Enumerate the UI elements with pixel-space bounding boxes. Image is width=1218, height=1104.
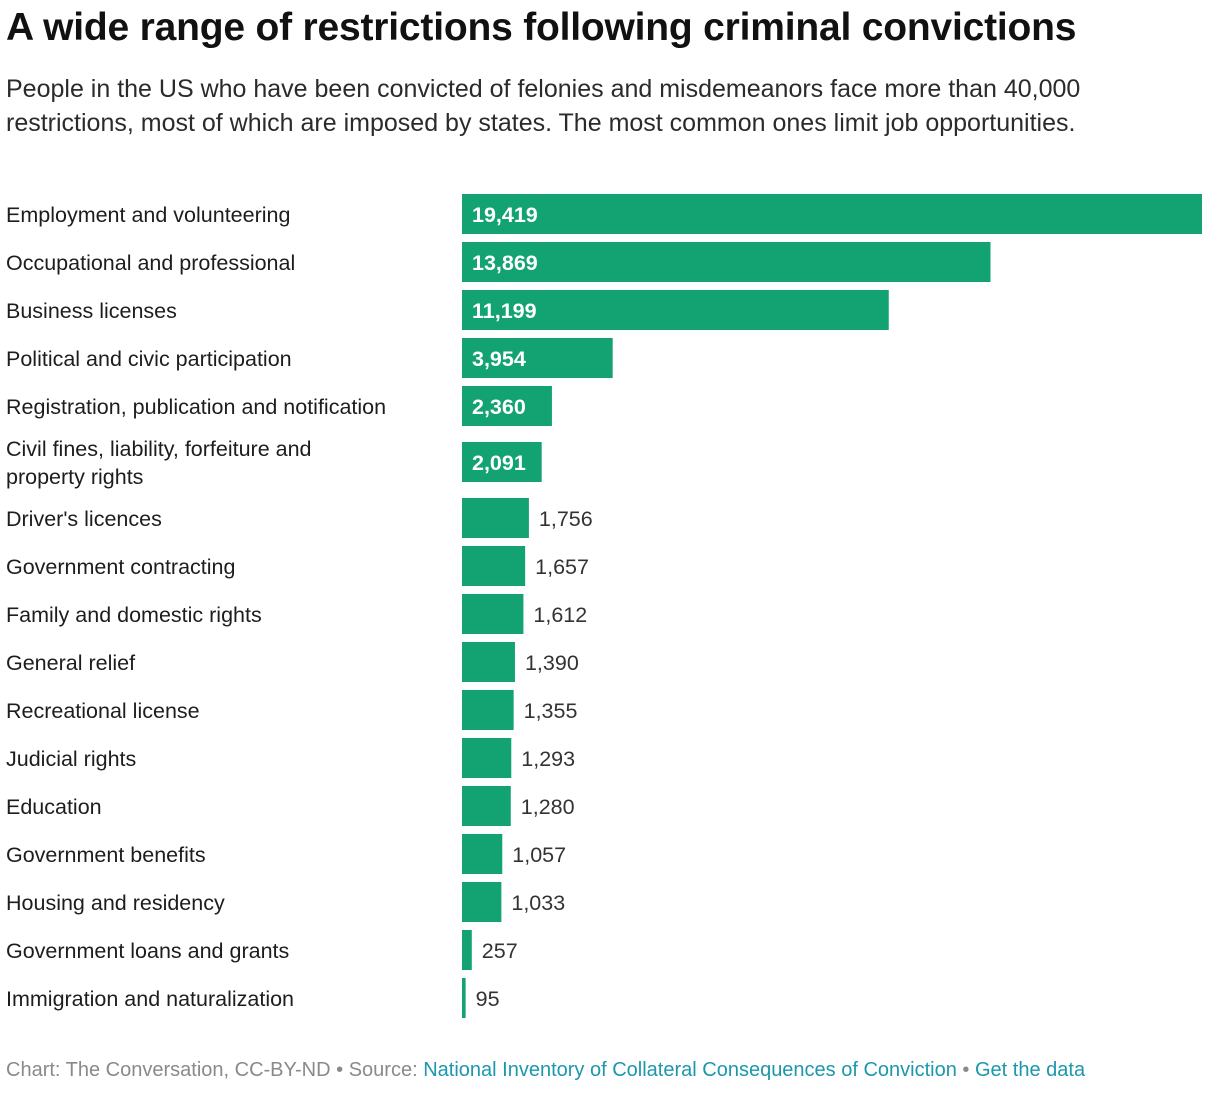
value-label: 1,756	[539, 507, 593, 531]
bar	[462, 498, 529, 538]
value-label: 1,280	[521, 795, 575, 819]
category-label: Judicial rights	[6, 747, 136, 771]
footer-separator: •	[962, 1059, 970, 1081]
bar	[462, 594, 524, 634]
value-label: 257	[482, 939, 518, 963]
bar	[462, 834, 503, 874]
category-label: Business licenses	[6, 299, 177, 323]
category-label: Government benefits	[6, 843, 206, 867]
chart-title: A wide range of restrictions following c…	[6, 6, 1077, 49]
category-label: Government loans and grants	[6, 939, 289, 963]
bar	[462, 442, 542, 482]
category-label: Civil fines, liability, forfeiture and pr…	[6, 437, 312, 489]
bar	[462, 690, 514, 730]
category-label: Immigration and naturalization	[6, 987, 294, 1011]
category-label: Government contracting	[6, 555, 235, 579]
value-label: 1,355	[524, 699, 578, 723]
bar	[462, 786, 511, 826]
bar	[462, 978, 466, 1018]
value-label: 2,091	[472, 451, 526, 475]
bar	[462, 738, 512, 778]
value-label: 11,199	[472, 299, 537, 323]
category-label: Driver's licences	[6, 507, 162, 531]
value-label: 1,293	[521, 747, 575, 771]
chart-credit: Chart: The Conversation, CC-BY-ND	[6, 1059, 331, 1081]
bar	[462, 386, 552, 426]
get-the-data-link[interactable]: Get the data	[975, 1059, 1086, 1081]
bar	[462, 882, 502, 922]
value-label: 95	[476, 987, 500, 1011]
category-label: Education	[6, 795, 102, 819]
value-label: 1,657	[535, 555, 589, 579]
category-label: Occupational and professional	[6, 251, 295, 275]
source-link[interactable]: National Inventory of Collateral Consequ…	[423, 1059, 957, 1081]
source-prefix: Source:	[348, 1059, 418, 1081]
bar	[462, 338, 613, 378]
footer-separator: •	[336, 1059, 344, 1081]
value-label: 1,057	[512, 843, 566, 867]
category-label: Registration, publication and notificati…	[6, 395, 386, 419]
value-label: 2,360	[472, 395, 526, 419]
chart-subtitle: People in the US who have been convicted…	[6, 75, 1081, 137]
chart-footer: Chart: The Conversation, CC-BY-ND • Sour…	[6, 1056, 1212, 1084]
value-label: 13,869	[472, 251, 538, 275]
bar	[462, 930, 472, 970]
category-label: Housing and residency	[6, 891, 225, 915]
bar	[462, 642, 515, 682]
value-label: 3,954	[472, 347, 526, 371]
bar	[462, 290, 889, 330]
category-label: General relief	[6, 651, 135, 675]
category-label: Political and civic participation	[6, 347, 292, 371]
value-label: 1,033	[511, 891, 565, 915]
bar	[462, 194, 1202, 234]
category-label: Employment and volunteering	[6, 203, 290, 227]
bar	[462, 242, 991, 282]
value-label: 1,612	[533, 603, 587, 627]
value-label: 1,390	[525, 651, 579, 675]
bar	[462, 546, 526, 586]
value-label: 19,419	[472, 203, 538, 227]
category-label: Family and domestic rights	[6, 603, 262, 627]
category-label: Recreational license	[6, 699, 200, 723]
